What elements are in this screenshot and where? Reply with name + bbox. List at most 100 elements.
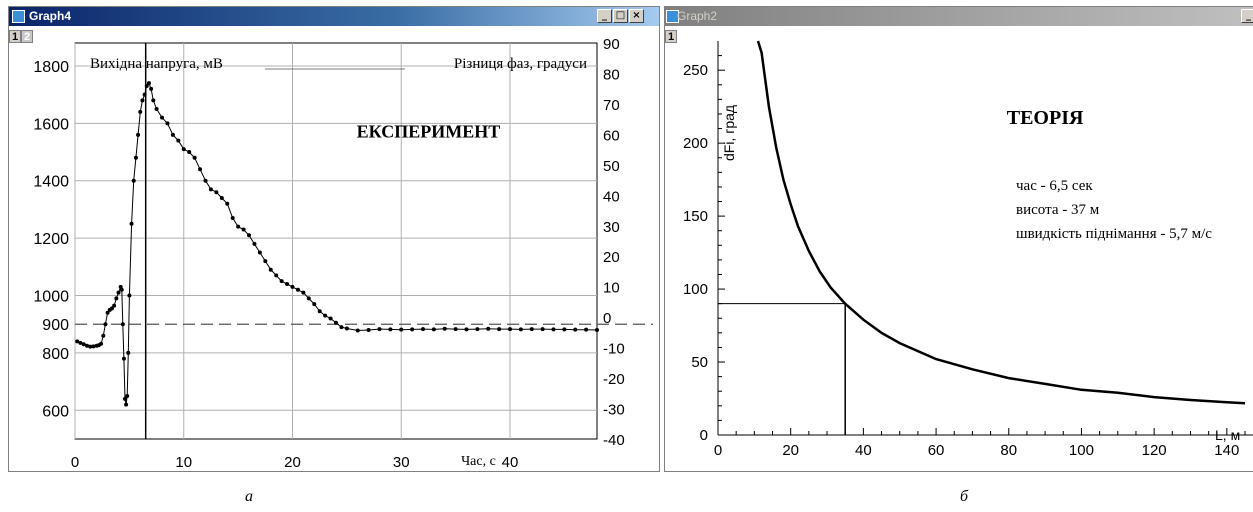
y-tick-label: 50 [691, 354, 708, 371]
y-left-axis-label: Вихідна напруга, мВ [90, 56, 223, 72]
data-point [344, 326, 349, 331]
data-point [562, 327, 567, 332]
tab-1[interactable]: 1 [9, 30, 21, 43]
data-point [301, 290, 306, 295]
data-point [116, 290, 121, 295]
graph2-titlebar[interactable]: Graph2 _ [665, 7, 1253, 26]
data-point [114, 296, 119, 301]
y-right-tick-label: -10 [603, 341, 625, 358]
data-point [225, 201, 230, 206]
y-tick-label: 150 [683, 208, 708, 225]
data-point [274, 273, 279, 278]
x-tick-label: 80 [1000, 442, 1017, 459]
data-point [355, 328, 360, 333]
data-point [279, 279, 284, 284]
data-point [125, 393, 130, 398]
y-left-tick-label: 1000 [33, 289, 69, 306]
data-point [149, 86, 154, 91]
data-point [181, 147, 186, 152]
x-tick-label: 10 [175, 454, 192, 471]
data-point [328, 316, 333, 321]
data-point [109, 306, 114, 311]
data-point [263, 259, 268, 264]
y-tick-label: 250 [683, 62, 708, 79]
data-point [241, 227, 246, 232]
data-point [198, 167, 203, 172]
y-left-tick-label: 1800 [33, 59, 69, 76]
y-tick-label: 100 [683, 281, 708, 298]
data-point [176, 138, 181, 143]
data-point [529, 327, 534, 332]
data-point [431, 327, 436, 332]
data-point [219, 195, 224, 200]
data-point [285, 282, 290, 287]
data-point [257, 250, 262, 255]
y-right-tick-label: -30 [603, 402, 625, 419]
data-point [518, 327, 523, 332]
graph2-window: Graph2 _ 1 0 20 40 60 80 100 120 140 0 50 100 150 20… [664, 6, 1253, 472]
y-left-tick-label: 900 [42, 317, 69, 334]
x-tick-label: 30 [393, 454, 410, 471]
y-tick-label: 0 [700, 427, 708, 444]
app-icon [12, 10, 25, 23]
data-point [317, 309, 322, 314]
x-tick-label: 140 [1214, 442, 1239, 459]
data-point [144, 84, 149, 89]
data-point [442, 326, 447, 331]
data-point [230, 216, 235, 221]
data-point [214, 190, 219, 195]
y-right-axis-label: Різниця фаз, градуси [454, 56, 587, 72]
chart-title: ЕКСПЕРИМЕНТ [357, 122, 501, 142]
data-point [133, 155, 138, 160]
data-point [323, 313, 328, 318]
data-point [124, 402, 129, 407]
data-point [126, 350, 131, 355]
data-point [464, 327, 469, 332]
x-tick-label: 0 [714, 442, 722, 459]
data-point [508, 327, 512, 332]
minimize-button[interactable]: _ [1241, 9, 1253, 23]
data-point [170, 132, 175, 137]
graph4-titlebar[interactable]: Graph4 _ □ × [9, 7, 659, 26]
data-point [486, 326, 491, 331]
x-tick-label: 0 [71, 454, 79, 471]
data-point [142, 92, 147, 97]
data-point [573, 327, 578, 332]
close-button[interactable]: × [629, 9, 644, 23]
x-tick-label: 100 [1069, 442, 1094, 459]
data-point [123, 396, 128, 401]
x-tick-label: 40 [855, 442, 872, 459]
x-tick-label: 20 [284, 454, 301, 471]
y-left-tick-label: 600 [42, 403, 69, 420]
data-point [91, 344, 96, 349]
data-point [99, 341, 104, 346]
theory-curve [756, 40, 1246, 405]
data-point [165, 121, 170, 126]
data-point [192, 155, 197, 160]
tab-1[interactable]: 1 [665, 30, 677, 43]
data-point [146, 81, 151, 86]
data-point [247, 233, 251, 238]
minimize-button[interactable]: _ [597, 9, 612, 23]
data-point [138, 109, 143, 114]
data-point [595, 327, 599, 332]
data-point [112, 303, 117, 308]
data-point [101, 333, 106, 338]
tab-2[interactable]: 2 [21, 30, 33, 43]
data-point [129, 221, 134, 226]
data-point [453, 327, 458, 332]
y-right-tick-label: 50 [603, 158, 620, 175]
y-left-tick-label: 1600 [33, 116, 69, 133]
data-point [295, 287, 300, 292]
y-right-tick-label: 80 [603, 66, 620, 83]
data-point [203, 178, 208, 183]
data-point [131, 178, 136, 183]
maximize-button[interactable]: □ [613, 9, 628, 23]
y-right-tick-label: 90 [603, 36, 620, 53]
data-point [208, 187, 213, 192]
x-tick-label: 40 [502, 454, 519, 471]
data-point [88, 344, 93, 349]
y-axis-label: dFi, град [721, 105, 737, 161]
data-point [268, 267, 273, 272]
